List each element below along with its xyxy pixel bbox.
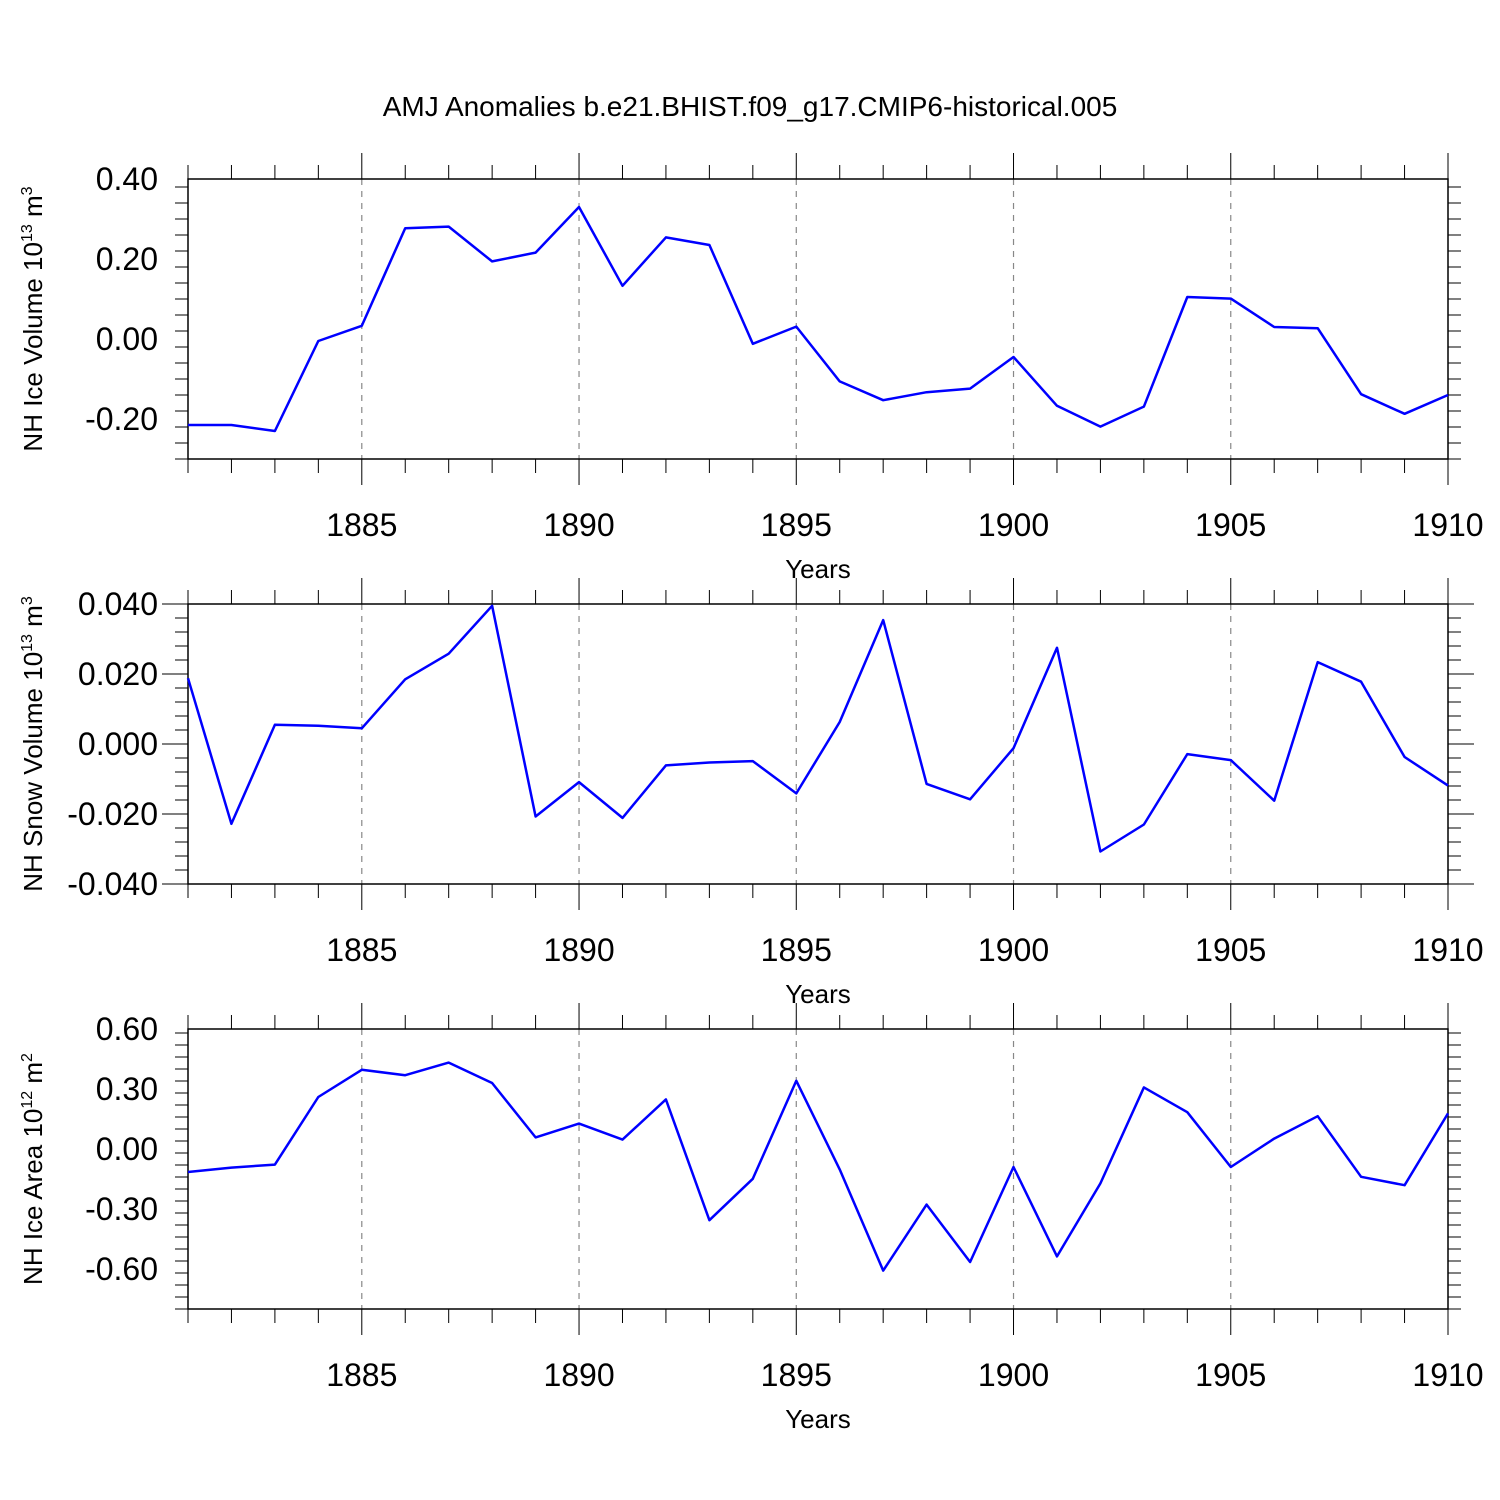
y-tick-label: -0.20 — [85, 401, 158, 437]
plot-frame — [187, 1028, 1449, 1310]
x-tick-label: 1900 — [978, 1357, 1049, 1393]
y-tick-label: 0.040 — [78, 586, 158, 622]
panel-2: 1885 1890 1895 1900 1905 1910 Years -0.040 -0.02… — [18, 578, 1484, 1009]
x-tick-label: 1890 — [543, 932, 614, 968]
x-tick-label: 1910 — [1412, 932, 1483, 968]
y-tick-label: 0.00 — [96, 321, 158, 357]
y-tick-label: 0.000 — [78, 726, 158, 762]
series-line — [187, 1061, 1450, 1272]
y-axis-label: NH Ice Volume 1013 m3 — [18, 186, 48, 451]
x-tick-label: 1885 — [326, 507, 397, 543]
y-axis-label: NH Snow Volume 1013 m3 — [18, 596, 48, 892]
panel-1: 1885 1890 1895 1900 1905 1910 Years -0.20 0.00 0.… — [18, 153, 1484, 584]
y-tick-label: 0.20 — [96, 241, 158, 277]
panel-3: 1885 1890 1895 1900 1905 1910 Years -0.60 -0.30 0… — [18, 1003, 1484, 1434]
chart-panels: 1885 1890 1895 1900 1905 1910 Years -0.20 0.00 0.… — [18, 153, 1484, 1434]
series-line — [188, 205, 1449, 433]
y-tick-label: 0.40 — [96, 161, 158, 197]
y-tick-label: 0.020 — [78, 656, 158, 692]
y-tick-label: -0.30 — [85, 1191, 158, 1227]
x-tick-label: 1910 — [1412, 1357, 1483, 1393]
x-tick-label: 1895 — [761, 932, 832, 968]
x-tick-label: 1890 — [543, 1357, 614, 1393]
x-tick-label: 1895 — [761, 1357, 832, 1393]
y-tick-label: 0.00 — [96, 1131, 158, 1167]
x-tick-label: 1900 — [978, 507, 1049, 543]
y-tick-label: -0.60 — [85, 1251, 158, 1287]
x-tick-label: 1900 — [978, 932, 1049, 968]
x-tick-label: 1890 — [543, 507, 614, 543]
x-tick-label: 1895 — [761, 507, 832, 543]
chart-title: AMJ Anomalies b.e21.BHIST.f09_g17.CMIP6-… — [383, 91, 1118, 122]
y-tick-label: -0.040 — [67, 866, 158, 902]
x-tick-label: 1905 — [1195, 932, 1266, 968]
y-tick-label: -0.020 — [67, 796, 158, 832]
x-tick-label: 1910 — [1412, 507, 1483, 543]
x-tick-label: 1905 — [1195, 507, 1266, 543]
x-tick-label: 1885 — [326, 1357, 397, 1393]
y-tick-label: 0.30 — [96, 1071, 158, 1107]
x-tick-label: 1885 — [326, 932, 397, 968]
plot-frame — [187, 603, 1449, 885]
x-tick-label: 1905 — [1195, 1357, 1266, 1393]
x-axis-label: Years — [785, 554, 851, 584]
x-axis-label: Years — [785, 979, 851, 1009]
plot-frame — [187, 178, 1449, 460]
y-tick-label: 0.60 — [96, 1011, 158, 1047]
y-axis-label: NH Ice Area 1012 m2 — [18, 1053, 48, 1285]
x-axis-label: Years — [785, 1404, 851, 1434]
series-line — [186, 604, 1449, 853]
